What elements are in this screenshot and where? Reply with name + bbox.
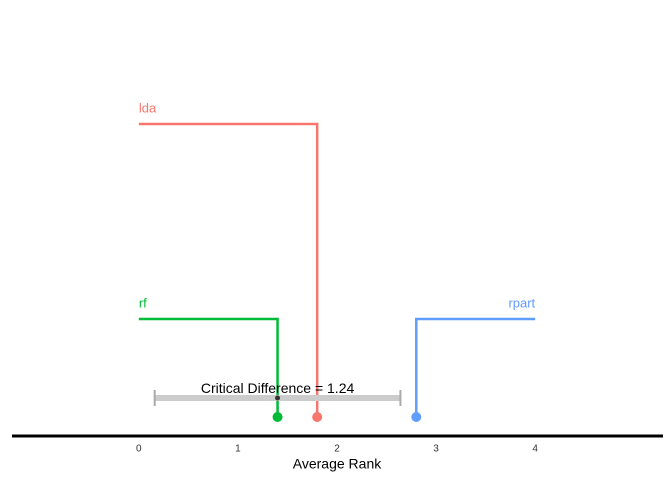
rank-connector <box>138 122 319 417</box>
rank-point <box>272 412 283 422</box>
x-tick-label: 1 <box>235 444 241 455</box>
rank-point <box>411 412 422 422</box>
rank-connector <box>415 317 536 417</box>
legend-label: rpart <box>508 295 535 310</box>
x-tick-label: 3 <box>433 444 439 455</box>
legend-label: rf <box>139 295 147 310</box>
x-tick-label: 4 <box>532 444 538 455</box>
x-axis-label: Average Rank <box>293 456 382 472</box>
cd-center <box>275 395 281 401</box>
legend-label: lda <box>139 100 157 115</box>
rank-point <box>312 412 323 422</box>
cd-label: Critical Difference = 1.24 <box>201 380 355 396</box>
rank-connector <box>138 317 279 417</box>
cd-value: 1.24 <box>327 380 354 396</box>
x-tick-label: 2 <box>334 444 340 455</box>
cd-label-text: Critical Difference = <box>201 380 323 396</box>
x-tick-label: 0 <box>136 444 142 455</box>
